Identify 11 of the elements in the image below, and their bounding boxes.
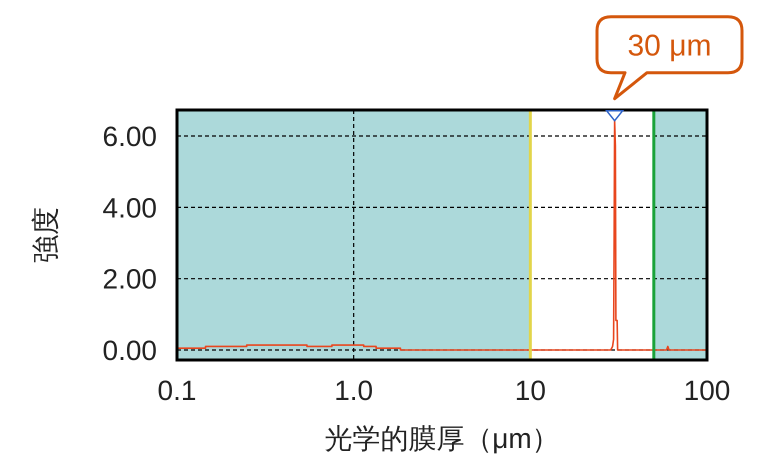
y-tick-label: 2.00 [102, 264, 157, 295]
y-tick-label: 6.00 [102, 121, 157, 152]
y-tick-label: 4.00 [102, 192, 157, 224]
x-tick-label: 1.0 [334, 375, 374, 406]
y-tick-label: 0.00 [102, 335, 157, 366]
x-tick-label: 100 [684, 375, 730, 406]
x-axis-title: 光学的膜厚（μm） [324, 423, 560, 454]
y-axis-title: 強度 [30, 207, 61, 263]
x-tick-label: 0.1 [158, 375, 196, 406]
x-tick-label: 10 [514, 375, 546, 406]
annotation: 30 μm [628, 30, 712, 63]
